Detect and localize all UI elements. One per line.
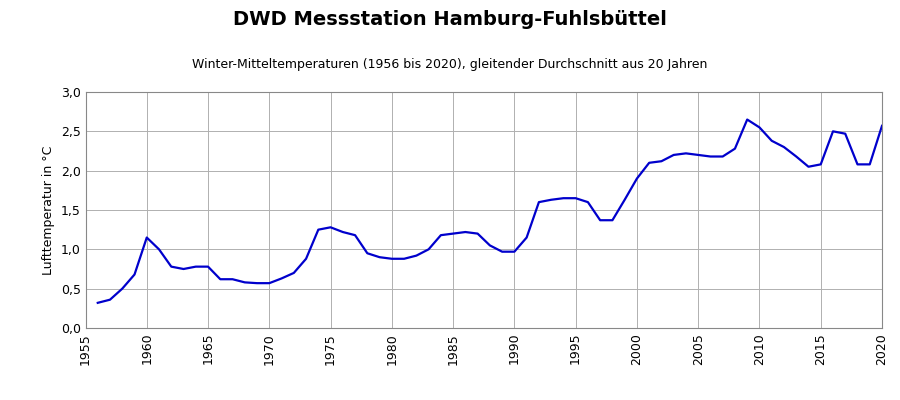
Y-axis label: Lufttemperatur in °C: Lufttemperatur in °C (42, 145, 55, 275)
Text: DWD Messstation Hamburg-Fuhlsbüttel: DWD Messstation Hamburg-Fuhlsbüttel (233, 10, 667, 29)
Text: Winter-Mitteltemperaturen (1956 bis 2020), gleitender Durchschnitt aus 20 Jahren: Winter-Mitteltemperaturen (1956 bis 2020… (193, 58, 707, 71)
